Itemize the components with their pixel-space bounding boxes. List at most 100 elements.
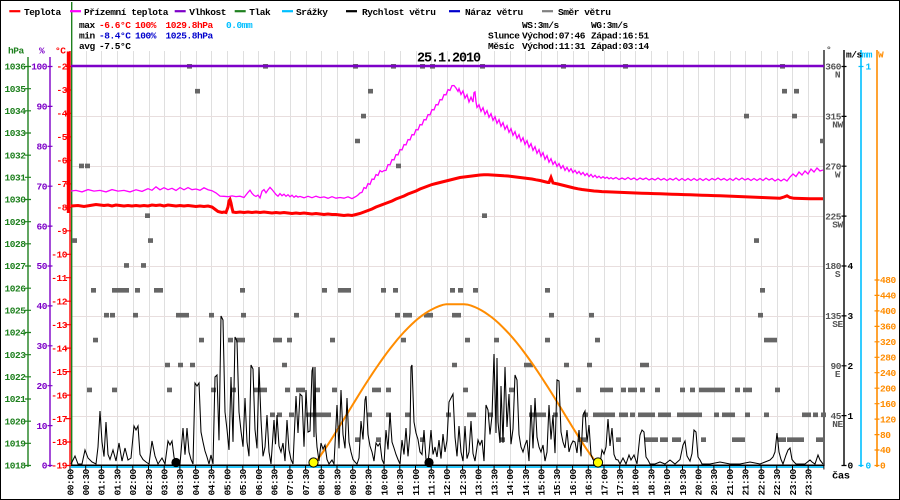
svg-text:19:00: 19:00	[662, 468, 673, 495]
svg-text:135: 135	[825, 311, 842, 322]
svg-text:-17: -17	[51, 414, 68, 425]
svg-text:1028: 1028	[4, 239, 26, 250]
svg-text:1033: 1033	[4, 128, 26, 139]
svg-text:22:30: 22:30	[772, 468, 783, 495]
svg-text:Východ:07:46: Východ:07:46	[522, 31, 586, 42]
svg-text:270: 270	[825, 161, 842, 172]
svg-text:WG:3m/s: WG:3m/s	[591, 20, 629, 31]
svg-text:100%: 100%	[135, 31, 157, 42]
svg-text:90: 90	[36, 102, 47, 113]
svg-text:21:00: 21:00	[725, 468, 736, 495]
svg-text:Přízemní teplota: Přízemní teplota	[84, 7, 169, 18]
svg-text:360: 360	[825, 62, 842, 73]
svg-text:40: 40	[36, 301, 47, 312]
svg-text:m/s: m/s	[846, 50, 863, 61]
svg-text:13:30: 13:30	[489, 468, 500, 495]
svg-text:-13: -13	[51, 320, 68, 331]
svg-text:°: °	[826, 45, 831, 56]
svg-text:50: 50	[36, 261, 47, 272]
svg-text:16:30: 16:30	[584, 468, 595, 495]
svg-text:100: 100	[31, 62, 48, 73]
svg-text:05:30: 05:30	[238, 468, 249, 495]
svg-text:06:30: 06:30	[270, 468, 281, 495]
svg-text:160: 160	[880, 399, 897, 410]
svg-text:NE: NE	[832, 419, 843, 430]
svg-text:15:00: 15:00	[537, 468, 548, 495]
svg-text:2: 2	[848, 361, 854, 372]
svg-text:SW: SW	[832, 219, 843, 230]
svg-text:min: min	[79, 31, 96, 42]
svg-text:45: 45	[830, 411, 841, 422]
svg-text:-10: -10	[51, 250, 68, 261]
svg-text:1031: 1031	[4, 173, 26, 184]
svg-text:14:30: 14:30	[521, 468, 532, 495]
svg-text:400: 400	[880, 306, 897, 317]
svg-text:%: %	[39, 46, 45, 57]
svg-text:Západ:16:51: Západ:16:51	[591, 31, 650, 42]
svg-text:W: W	[835, 169, 841, 180]
svg-text:18:30: 18:30	[646, 468, 657, 495]
svg-text:-8.4°C: -8.4°C	[99, 31, 131, 42]
svg-text:1029.8hPa: 1029.8hPa	[166, 20, 214, 31]
svg-text:max: max	[79, 20, 96, 31]
svg-text:N: N	[835, 70, 841, 81]
svg-text:90: 90	[830, 361, 841, 372]
svg-text:Teplota: Teplota	[24, 7, 62, 18]
svg-text:70: 70	[36, 181, 47, 192]
svg-text:-8: -8	[56, 203, 67, 214]
svg-text:320: 320	[880, 337, 897, 348]
svg-text:480: 480	[880, 275, 897, 286]
svg-text:120: 120	[880, 414, 897, 425]
svg-text:-7: -7	[56, 179, 67, 190]
svg-text:1020: 1020	[4, 416, 26, 427]
svg-text:1034: 1034	[4, 106, 26, 117]
svg-text:30: 30	[36, 341, 47, 352]
svg-text:200: 200	[880, 383, 897, 394]
svg-text:13:00: 13:00	[474, 468, 485, 495]
svg-text:07:00: 07:00	[285, 468, 296, 495]
svg-text:09:00: 09:00	[348, 468, 359, 495]
svg-text:03:30: 03:30	[175, 468, 186, 495]
svg-text:0: 0	[42, 461, 48, 472]
svg-text:15:30: 15:30	[552, 468, 563, 495]
svg-text:3: 3	[848, 311, 854, 322]
svg-text:-18: -18	[51, 437, 68, 448]
svg-text:WS:3m/s: WS:3m/s	[522, 20, 560, 31]
svg-text:1036: 1036	[4, 62, 26, 73]
svg-text:-2: -2	[56, 62, 67, 73]
svg-text:17:30: 17:30	[615, 468, 626, 495]
svg-text:05:00: 05:00	[222, 468, 233, 495]
svg-text:1021: 1021	[4, 394, 26, 405]
svg-text:Východ:11:31: Východ:11:31	[522, 41, 586, 52]
svg-text:06:00: 06:00	[254, 468, 265, 495]
svg-text:-16: -16	[51, 390, 68, 401]
svg-text:-3: -3	[56, 85, 67, 96]
svg-text:0.0mm: 0.0mm	[226, 20, 253, 31]
svg-text:280: 280	[880, 353, 897, 364]
svg-text:07:30: 07:30	[301, 468, 312, 495]
svg-text:1022: 1022	[4, 372, 26, 383]
svg-text:09:30: 09:30	[364, 468, 375, 495]
svg-text:11:00: 11:00	[411, 468, 422, 495]
svg-text:12:00: 12:00	[442, 468, 453, 495]
svg-text:-11: -11	[51, 273, 68, 284]
svg-text:1: 1	[848, 411, 854, 422]
svg-text:16:00: 16:00	[568, 468, 579, 495]
svg-text:1032: 1032	[4, 150, 26, 161]
svg-text:20: 20	[36, 381, 47, 392]
svg-text:NW: NW	[832, 120, 843, 131]
svg-text:01:30: 01:30	[112, 468, 123, 495]
svg-text:mm: mm	[862, 50, 873, 61]
svg-text:Slunce: Slunce	[488, 31, 520, 42]
svg-text:1027: 1027	[4, 261, 26, 272]
svg-text:S: S	[835, 269, 841, 280]
svg-text:00:30: 00:30	[81, 468, 92, 495]
svg-text:10:00: 10:00	[379, 468, 390, 495]
svg-text:1024: 1024	[4, 328, 26, 339]
svg-text:80: 80	[880, 430, 891, 441]
svg-text:W: W	[878, 50, 884, 61]
svg-text:Srážky: Srážky	[296, 7, 328, 18]
svg-text:hPa: hPa	[8, 46, 25, 57]
svg-text:21:30: 21:30	[741, 468, 752, 495]
svg-text:17:00: 17:00	[599, 468, 610, 495]
